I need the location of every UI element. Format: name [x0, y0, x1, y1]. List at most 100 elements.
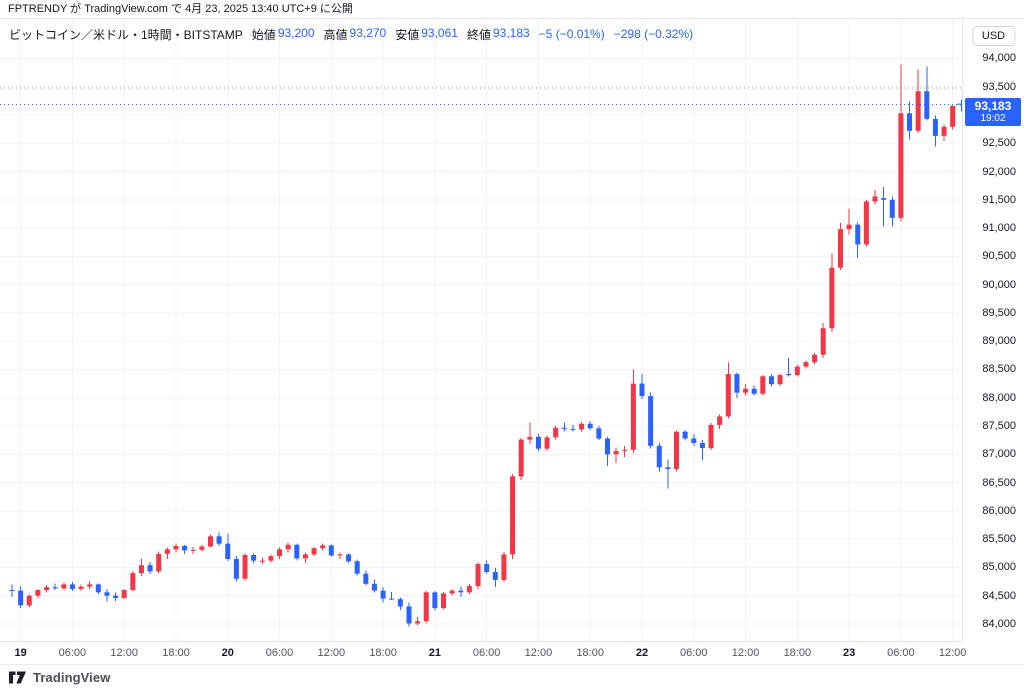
price-axis-label: 94,000 — [982, 52, 1016, 65]
candle-body — [207, 536, 213, 547]
time-axis[interactable]: 19 06:00 12:00 18:00 20 06:00 12:00 18:00 21 06:0… — [0, 641, 966, 664]
candle-body — [406, 606, 412, 624]
candle-body — [337, 554, 343, 556]
candle-body — [682, 431, 688, 439]
candle-body — [768, 376, 774, 385]
candle-body — [527, 436, 533, 440]
candle-body — [872, 196, 878, 202]
candle-body — [622, 449, 628, 451]
candle-body — [130, 573, 136, 591]
candle-body — [113, 595, 119, 598]
candle-body — [665, 467, 671, 470]
candle-body — [656, 445, 662, 468]
candle-body — [389, 598, 395, 600]
time-axis-label: 18:00 — [576, 647, 604, 659]
candle-body — [61, 584, 67, 589]
time-axis-day-label: 22 — [635, 647, 649, 659]
chart-window: ビットコイン／米ドル・1時間・BITSTAMP 始値 93,200 高値 93,270… — [0, 19, 1024, 664]
symbol-title[interactable]: ビットコイン／米ドル・1時間・BITSTAMP — [9, 27, 243, 42]
candle-body — [820, 328, 826, 355]
candle-body — [907, 113, 913, 131]
candle-body — [397, 599, 403, 607]
publish-header: FPTRENDY が TradingView.com で 4月 23, 2025… — [0, 0, 1024, 19]
price-axis-label: 90,000 — [982, 278, 1016, 291]
candle-body — [423, 592, 429, 622]
candle-body — [837, 229, 843, 268]
time-axis-label: 12:00 — [110, 647, 138, 659]
candle-body — [760, 376, 766, 394]
candle-body — [311, 548, 317, 555]
candle-body — [441, 593, 446, 609]
candle-body — [354, 561, 360, 574]
price-axis-label: 85,000 — [982, 561, 1016, 574]
candle-body — [251, 554, 257, 561]
candle-body — [69, 584, 75, 589]
candle-body — [35, 590, 41, 596]
candle-body — [708, 424, 714, 449]
price-axis-label: 87,500 — [982, 420, 1016, 433]
candle-body — [699, 443, 705, 449]
candle-body — [553, 427, 559, 438]
candle-body — [846, 224, 852, 230]
candle-body — [510, 476, 516, 555]
candle-body — [147, 565, 153, 572]
candle-body — [956, 103, 962, 105]
candle-body — [173, 545, 179, 550]
candle-body — [484, 564, 490, 572]
candle-body — [743, 388, 749, 393]
candle-body — [259, 560, 265, 562]
candle-body — [216, 536, 222, 544]
time-axis-label: 06:00 — [58, 647, 87, 659]
price-axis-label: 85,500 — [982, 533, 1016, 546]
candle-body — [475, 564, 481, 587]
candle-body — [95, 584, 101, 593]
candle-body — [164, 549, 170, 554]
candle-body — [889, 199, 895, 218]
time-axis-label: 06:00 — [887, 647, 915, 659]
price-axis[interactable]: USD 93,183 19:02 84,000 84,500 85,000 85,50… — [962, 19, 1024, 641]
chart-pane: ビットコイン／米ドル・1時間・BITSTAMP 始値 93,200 高値 93,270… — [0, 19, 966, 664]
candle-body — [9, 590, 15, 592]
time-axis-label: 06:00 — [265, 647, 294, 659]
last-price-time: 19:02 — [980, 112, 1006, 124]
candlestick-chart[interactable] — [0, 19, 962, 641]
time-axis-label: 18:00 — [783, 647, 812, 659]
price-axis-label: 93,500 — [982, 80, 1016, 93]
currency-toggle-button[interactable]: USD — [971, 26, 1016, 46]
candle-body — [924, 91, 930, 119]
candle-body — [52, 587, 58, 589]
candle-body — [604, 438, 610, 455]
candle-body — [570, 428, 576, 430]
tradingview-brand[interactable]: TradingView — [33, 670, 111, 685]
candle-body — [898, 113, 904, 218]
price-axis-label: 89,000 — [982, 335, 1016, 348]
candle-body — [544, 437, 550, 449]
candle-body — [751, 388, 757, 394]
price-axis-label: 91,000 — [982, 222, 1016, 235]
candle-body — [855, 224, 861, 245]
candle-body — [915, 91, 921, 131]
candle-body — [285, 544, 291, 550]
price-axis-label: 90,500 — [982, 250, 1016, 263]
candle-body — [777, 375, 783, 385]
price-axis-label: 91,500 — [982, 193, 1016, 206]
candle-body — [294, 544, 300, 559]
candle-body — [596, 428, 602, 439]
candle-body — [320, 545, 326, 549]
last-price-label: 93,183 19:02 — [965, 97, 1021, 126]
candle-body — [233, 558, 239, 579]
candle-body — [613, 450, 619, 455]
candle-body — [182, 545, 188, 551]
tradingview-logo-icon[interactable] — [9, 671, 26, 684]
candle-body — [121, 590, 127, 598]
candle-body — [863, 201, 869, 245]
price-axis-label: 84,000 — [982, 618, 1016, 630]
time-axis-label: 18:00 — [369, 647, 397, 659]
candle-body — [579, 423, 585, 430]
candle-body — [932, 118, 938, 136]
candle-body — [829, 267, 835, 329]
candle-body — [691, 438, 697, 444]
candle-body — [138, 565, 144, 574]
time-axis-label: 12:00 — [524, 647, 553, 659]
candle-body — [786, 374, 792, 376]
